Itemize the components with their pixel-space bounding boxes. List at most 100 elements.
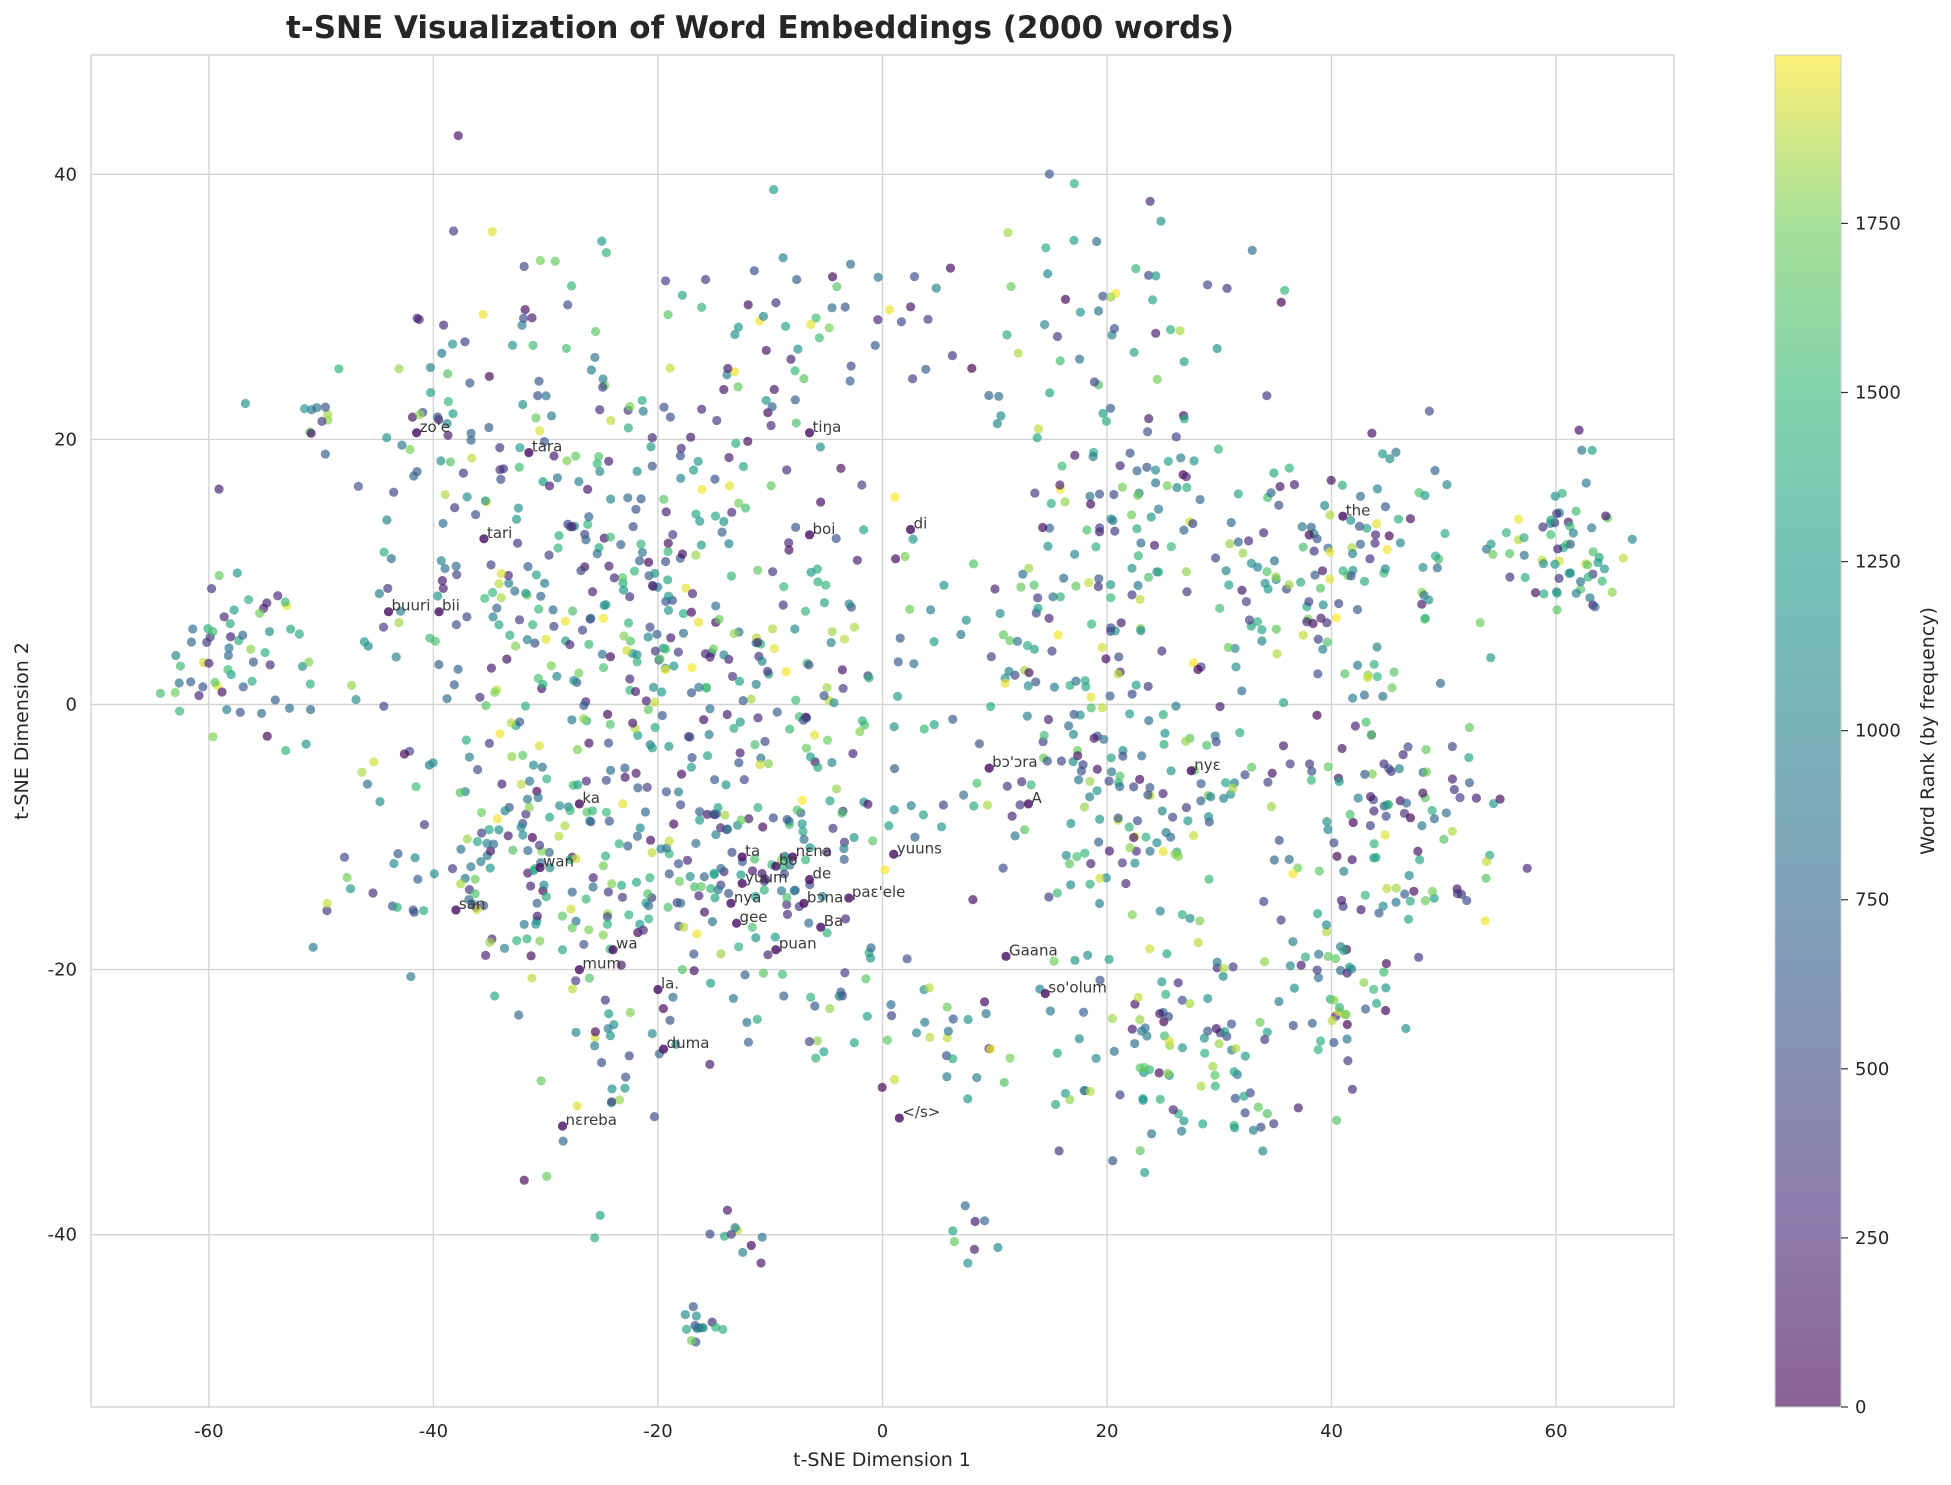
scatter-point xyxy=(735,748,745,758)
word-label: ta xyxy=(745,842,760,860)
scatter-point xyxy=(1331,613,1342,623)
scatter-point xyxy=(645,622,655,632)
scatter-point xyxy=(1161,989,1171,1000)
scatter-point xyxy=(1455,793,1465,803)
scatter-point xyxy=(1092,786,1102,796)
scatter-point xyxy=(581,776,591,786)
scatter-point xyxy=(625,592,635,602)
scatter-point xyxy=(1329,838,1339,848)
scatter-point xyxy=(1221,566,1231,576)
scatter-point xyxy=(1086,619,1097,629)
scatter-point xyxy=(720,810,730,820)
scatter-point xyxy=(1371,852,1381,863)
scatter-point xyxy=(1369,984,1379,994)
scatter-point xyxy=(1070,955,1080,965)
scatter-point xyxy=(698,1323,708,1333)
scatter-point xyxy=(1269,556,1280,566)
scatter-point xyxy=(1269,468,1279,478)
scatter-point xyxy=(750,740,760,750)
scatter-point xyxy=(527,313,537,323)
scatter-point xyxy=(1082,525,1092,535)
scatter-point xyxy=(1132,816,1143,826)
word-label: boi xyxy=(813,520,836,538)
labeled-point xyxy=(771,945,781,955)
scatter-point xyxy=(760,736,770,747)
scatter-point xyxy=(868,836,878,846)
scatter-point xyxy=(476,828,487,838)
scatter-point xyxy=(1080,848,1090,858)
scatter-point xyxy=(839,854,849,864)
scatter-point xyxy=(557,911,567,921)
scatter-point xyxy=(1013,348,1023,358)
scatter-point xyxy=(504,578,514,588)
scatter-point xyxy=(1585,593,1595,603)
scatter-point xyxy=(531,413,541,423)
scatter-point xyxy=(1244,536,1254,546)
scatter-point xyxy=(503,831,513,841)
scatter-point xyxy=(1105,403,1116,413)
scatter-point xyxy=(443,430,453,440)
scatter-point xyxy=(1334,1002,1345,1013)
scatter-point xyxy=(1151,478,1161,488)
scatter-point xyxy=(908,534,918,544)
scatter-point xyxy=(461,735,471,745)
scatter-point xyxy=(1156,216,1166,226)
scatter-point xyxy=(1115,771,1125,781)
scatter-point xyxy=(532,898,542,908)
scatter-point xyxy=(826,637,836,648)
scatter-point xyxy=(1069,179,1079,189)
scatter-point xyxy=(1348,693,1358,703)
scatter-point xyxy=(1327,1015,1337,1026)
scatter-point xyxy=(819,598,830,608)
scatter-point xyxy=(880,865,890,875)
scatter-point xyxy=(696,540,706,550)
scatter-point xyxy=(668,992,678,1002)
scatter-point xyxy=(584,512,594,522)
scatter-point xyxy=(1240,1051,1250,1061)
scatter-point xyxy=(1176,453,1186,463)
scatter-point xyxy=(453,664,463,674)
scatter-point xyxy=(1239,1091,1249,1101)
scatter-point xyxy=(1365,820,1375,831)
scatter-point xyxy=(984,390,994,401)
scatter-point xyxy=(924,983,934,993)
scatter-point xyxy=(566,281,577,291)
scatter-point xyxy=(1253,1102,1263,1112)
scatter-point xyxy=(749,854,760,864)
word-label: mum xyxy=(582,955,621,973)
scatter-point xyxy=(733,382,743,392)
scatter-point xyxy=(399,749,409,759)
scatter-point xyxy=(1023,681,1033,691)
scatter-point xyxy=(1214,1039,1224,1049)
scatter-point xyxy=(970,1216,980,1227)
scatter-point xyxy=(485,863,495,873)
scatter-point xyxy=(1132,466,1142,476)
scatter-point xyxy=(517,320,527,330)
scatter-point xyxy=(1263,777,1273,787)
scatter-point xyxy=(948,1226,958,1236)
labeled-point xyxy=(434,607,444,617)
scatter-point xyxy=(1252,562,1263,572)
scatter-point xyxy=(518,313,529,323)
scatter-point xyxy=(1340,669,1350,679)
scatter-point xyxy=(526,951,536,961)
scatter-point xyxy=(821,580,831,590)
scatter-point xyxy=(1505,572,1515,582)
scatter-point xyxy=(440,563,450,574)
scatter-point xyxy=(743,1037,754,1047)
scatter-point xyxy=(1110,526,1120,536)
scatter-point xyxy=(567,923,577,933)
scatter-point xyxy=(437,348,447,358)
scatter-point xyxy=(225,619,235,629)
scatter-point xyxy=(518,399,528,410)
scatter-point xyxy=(650,722,660,733)
scatter-point xyxy=(659,494,669,504)
scatter-point xyxy=(1085,776,1095,786)
scatter-point xyxy=(601,600,611,610)
scatter-point xyxy=(753,713,763,723)
scatter-point xyxy=(523,561,533,572)
scatter-point xyxy=(1163,1012,1174,1022)
scatter-point xyxy=(453,131,463,141)
scatter-point xyxy=(1312,710,1322,720)
scatter-point xyxy=(1173,851,1183,861)
